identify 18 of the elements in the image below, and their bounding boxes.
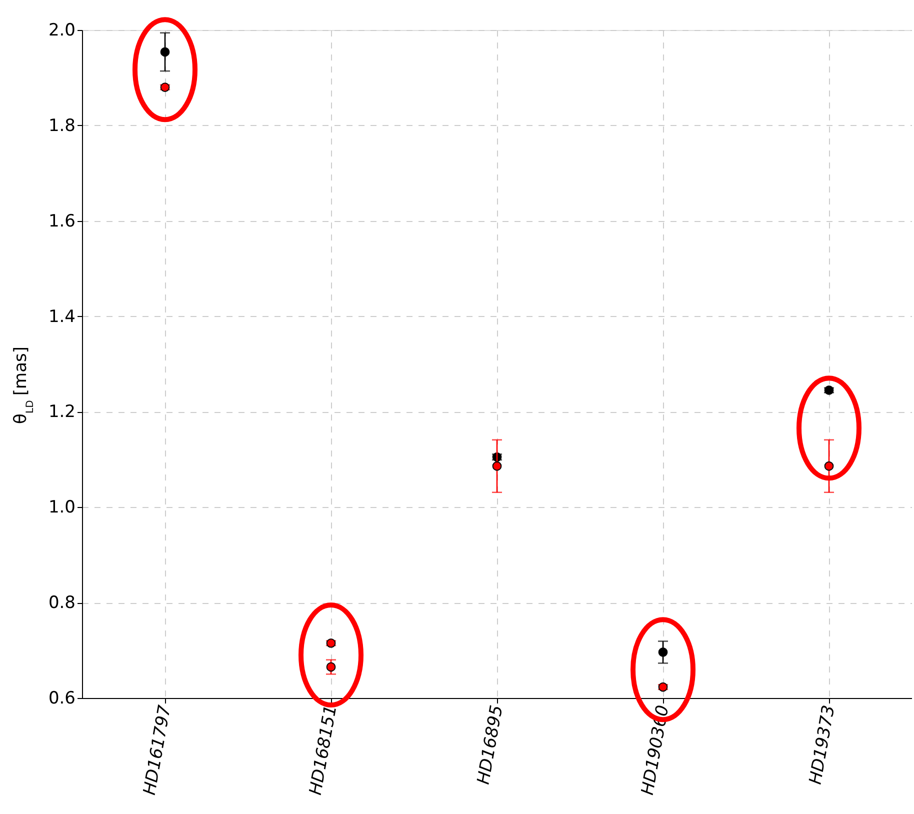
x-tick-label: HD19373 <box>806 704 840 786</box>
y-axis-title: θLD [mas] <box>11 346 36 424</box>
y-tick-label: 1.2 <box>48 402 76 422</box>
point <box>326 662 336 672</box>
y-tick-label: 2.0 <box>48 20 76 40</box>
point <box>160 47 170 57</box>
x-tick-label: HD161797 <box>140 704 176 797</box>
y-tick-label: 0.8 <box>48 593 76 614</box>
point <box>658 648 668 657</box>
y-tick-label: 1.4 <box>48 306 76 327</box>
y-tick-label: 1.8 <box>48 116 76 136</box>
x-tick-label: HD168151 <box>306 704 342 797</box>
point <box>492 461 502 471</box>
point <box>824 461 834 471</box>
y-tick-label: 1.0 <box>48 498 76 518</box>
y-tick-label: 1.6 <box>48 211 76 232</box>
x-tick-label: HD16895 <box>474 704 508 786</box>
y-tick-label: 0.6 <box>48 688 76 708</box>
